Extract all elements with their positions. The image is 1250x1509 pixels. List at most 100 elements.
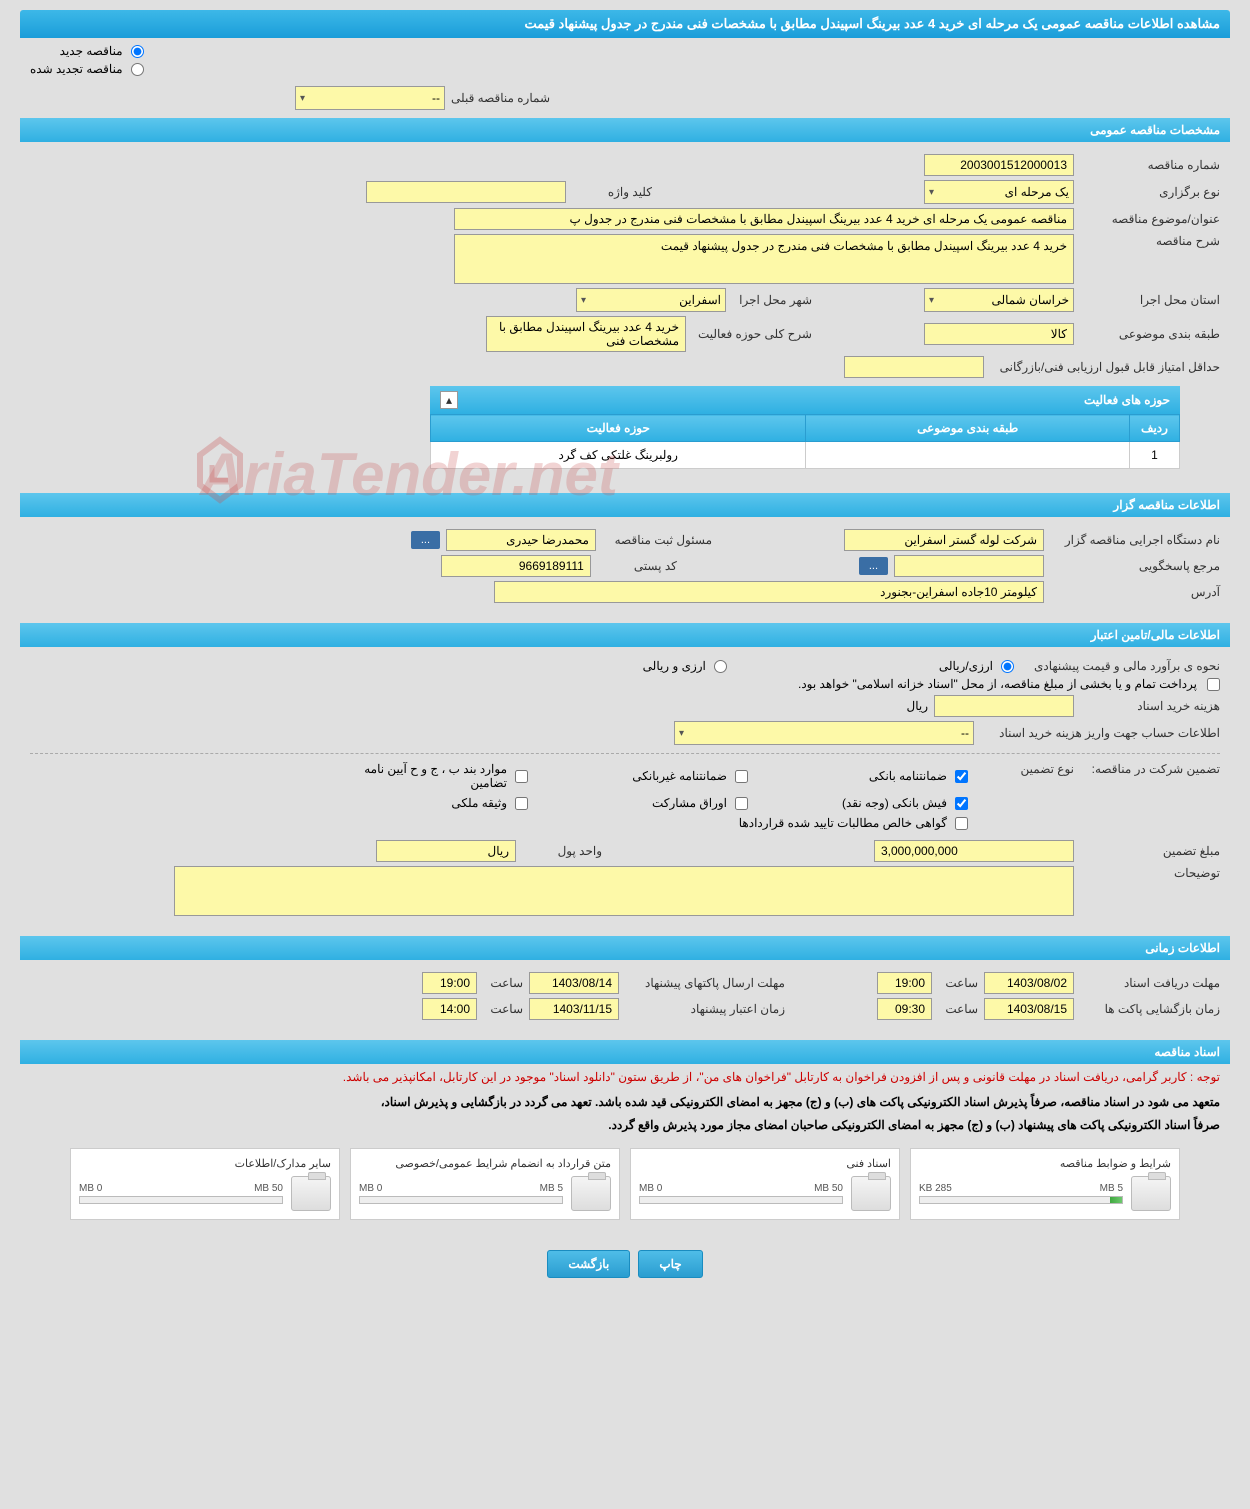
- radio-new-tender[interactable]: مناقصه جدید: [30, 44, 144, 58]
- tender-number-label: شماره مناقصه: [1080, 158, 1220, 172]
- cb-securities[interactable]: اوراق مشارکت: [548, 796, 748, 810]
- section-organizer: اطلاعات مناقصه گزار: [20, 493, 1230, 517]
- cb-property-input[interactable]: [515, 797, 528, 810]
- validity-date: 1403/11/15: [529, 998, 619, 1020]
- account-select[interactable]: -- ▾: [674, 721, 974, 745]
- account-label: اطلاعات حساب جهت واریز هزینه خرید اسناد: [980, 726, 1220, 740]
- lookup-button[interactable]: ...: [411, 531, 440, 549]
- radio-renewed-tender-label: مناقصه تجدید شده: [30, 62, 123, 76]
- subject-field: مناقصه عمومی یک مرحله ای خرید 4 عدد بیری…: [454, 208, 1074, 230]
- min-score-label: حداقل امتیاز قابل قبول ارزیابی فنی/بازرگ…: [990, 360, 1220, 374]
- category-field: کالا: [924, 323, 1074, 345]
- cb-certificate-input[interactable]: [955, 817, 968, 830]
- section-timing: اطلاعات زمانی: [20, 936, 1230, 960]
- docs-note1: متعهد می شود در اسناد مناقصه، صرفاً پذیر…: [20, 1091, 1230, 1114]
- cb-securities-input[interactable]: [735, 797, 748, 810]
- cb-certificate-label: گواهی خالص مطالبات تایید شده قراردادها: [739, 816, 947, 830]
- radio-renewed-tender-input[interactable]: [131, 63, 144, 76]
- doc-card-other[interactable]: سایر مدارک/اطلاعات 50 MB0 MB: [70, 1148, 340, 1220]
- section-financial: اطلاعات مالی/تامین اعتبار: [20, 623, 1230, 647]
- send-deadline-label: مهلت ارسال پاکتهای پیشنهاد: [625, 976, 785, 990]
- time-label-1: ساعت: [938, 976, 978, 990]
- city-value: اسفراین: [679, 293, 721, 307]
- radio-renewed-tender[interactable]: مناقصه تجدید شده: [30, 62, 144, 76]
- cb-bank-receipt[interactable]: فیش بانکی (وجه نقد): [768, 796, 968, 810]
- col-row: ردیف: [1130, 415, 1180, 442]
- lookup-button-2[interactable]: ...: [859, 557, 888, 575]
- cb-nonbank-guarantee[interactable]: ضمانتنامه غیربانکی: [548, 762, 748, 790]
- send-deadline-time: 19:00: [422, 972, 477, 994]
- cb-nonbank-guarantee-input[interactable]: [735, 770, 748, 783]
- activity-table-title: حوزه های فعالیت: [1084, 393, 1170, 407]
- receive-deadline-time: 19:00: [877, 972, 932, 994]
- doc-used: 285 KB: [919, 1183, 952, 1194]
- guarantee-type-label: نوع تضمین: [994, 762, 1074, 776]
- estimate-label: نحوه ی برآورد مالی و قیمت پیشنهادی: [1020, 659, 1220, 673]
- cb-regulation-input[interactable]: [515, 770, 528, 783]
- docs-warning: توجه : کاربر گرامی، دریافت اسناد در مهلت…: [20, 1064, 1230, 1091]
- holding-type-value: یک مرحله ای: [1005, 185, 1069, 199]
- radio-currency[interactable]: ارزی و ریالی: [643, 659, 727, 673]
- cb-regulation-label: موارد بند ب ، ج و ح آیین نامه تضامین: [328, 762, 507, 790]
- city-select[interactable]: اسفراین ▾: [576, 288, 726, 312]
- progress-bar: [79, 1196, 283, 1204]
- prev-tender-select[interactable]: -- ▾: [295, 86, 445, 110]
- cb-bank-receipt-input[interactable]: [955, 797, 968, 810]
- responsible-label: مسئول ثبت مناقصه: [602, 533, 712, 547]
- radio-rial-label: ارزی/ریالی: [939, 659, 993, 673]
- chevron-down-icon: ▾: [929, 187, 934, 198]
- doc-used: 0 MB: [359, 1183, 382, 1194]
- postal-label: کد پستی: [597, 559, 677, 573]
- time-label-2: ساعت: [483, 976, 523, 990]
- doc-used: 0 MB: [79, 1183, 102, 1194]
- chevron-down-icon: ▾: [929, 295, 934, 306]
- radio-new-tender-input[interactable]: [131, 45, 144, 58]
- receive-deadline-label: مهلت دریافت اسناد: [1080, 976, 1220, 990]
- cb-bank-guarantee-input[interactable]: [955, 770, 968, 783]
- payment-note: پرداخت تمام و یا بخشی از مبلغ مناقصه، از…: [798, 677, 1197, 691]
- folder-icon: [571, 1176, 611, 1211]
- doc-card-conditions[interactable]: شرایط و ضوابط مناقصه 5 MB 285 KB: [910, 1148, 1180, 1220]
- contact-field[interactable]: [894, 555, 1044, 577]
- cb-regulation[interactable]: موارد بند ب ، ج و ح آیین نامه تضامین: [328, 762, 528, 790]
- activity-table: ردیف طبقه بندی موضوعی حوزه فعالیت 1 رولب…: [430, 414, 1180, 469]
- time-label-3: ساعت: [938, 1002, 978, 1016]
- cb-property[interactable]: وثیقه ملکی: [328, 796, 528, 810]
- doc-total: 50 MB: [254, 1183, 283, 1194]
- doc-card-contract[interactable]: متن قرارداد به انضمام شرایط عمومی/خصوصی …: [350, 1148, 620, 1220]
- province-select[interactable]: خراسان شمالی ▾: [924, 288, 1074, 312]
- account-value: --: [961, 726, 969, 740]
- cell-cat: [806, 442, 1130, 469]
- cell-num: 1: [1130, 442, 1180, 469]
- doc-cost-label: هزینه خرید اسناد: [1080, 699, 1220, 713]
- radio-rial-input[interactable]: [1001, 660, 1014, 673]
- doc-cost-field[interactable]: [934, 695, 1074, 717]
- cb-property-label: وثیقه ملکی: [451, 796, 507, 810]
- doc-card-title: شرایط و ضوابط مناقصه: [919, 1157, 1171, 1170]
- doc-total: 5 MB: [1100, 1183, 1123, 1194]
- send-deadline-date: 1403/08/14: [529, 972, 619, 994]
- radio-rial[interactable]: ارزی/ریالی: [939, 659, 1014, 673]
- notes-field[interactable]: [174, 866, 1074, 916]
- min-score-field[interactable]: [844, 356, 984, 378]
- section-general: مشخصات مناقصه عمومی: [20, 118, 1230, 142]
- payment-checkbox[interactable]: [1207, 678, 1220, 691]
- contact-label: مرجع پاسخگویی: [1050, 559, 1220, 573]
- cb-bank-guarantee-label: ضمانتنامه بانکی: [869, 769, 947, 783]
- subject-label: عنوان/موضوع مناقصه: [1080, 212, 1220, 226]
- org-label: نام دستگاه اجرایی مناقصه گزار: [1050, 533, 1220, 547]
- collapse-icon[interactable]: ▴: [440, 391, 458, 409]
- opening-time: 09:30: [877, 998, 932, 1020]
- doc-card-title: اسناد فنی: [639, 1157, 891, 1170]
- holding-type-select[interactable]: یک مرحله ای ▾: [924, 180, 1074, 204]
- print-button[interactable]: چاپ: [638, 1250, 702, 1278]
- province-value: خراسان شمالی: [991, 293, 1069, 307]
- keyword-field[interactable]: [366, 181, 566, 203]
- cb-certificate[interactable]: گواهی خالص مطالبات تایید شده قراردادها: [328, 816, 968, 830]
- radio-currency-input[interactable]: [714, 660, 727, 673]
- doc-card-technical[interactable]: اسناد فنی 50 MB0 MB: [630, 1148, 900, 1220]
- doc-cost-unit: ریال: [906, 699, 928, 713]
- holding-type-label: نوع برگزاری: [1080, 185, 1220, 199]
- back-button[interactable]: بازگشت: [547, 1250, 630, 1278]
- cb-bank-guarantee[interactable]: ضمانتنامه بانکی: [768, 762, 968, 790]
